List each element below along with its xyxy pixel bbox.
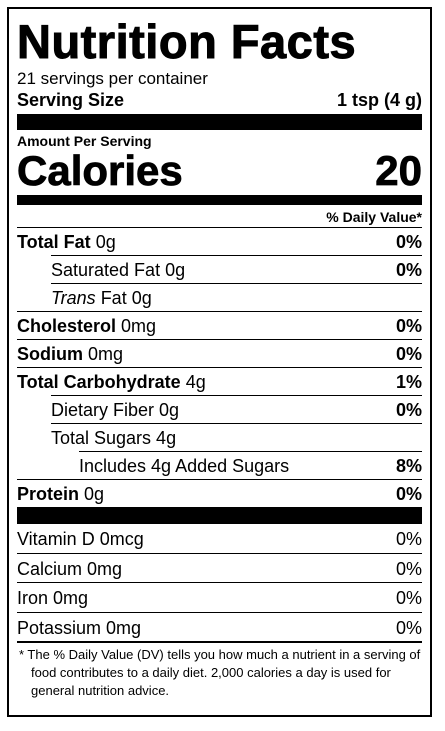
added-sugars-row: Includes 4g Added Sugars 8% <box>79 451 422 479</box>
total-fat-amount: 0g <box>95 232 116 252</box>
trans-fat-row: Trans Fat 0g <box>51 283 422 311</box>
cholesterol-pct: 0% <box>395 316 422 336</box>
added-sugars-label: Includes 4g Added Sugars <box>79 456 290 476</box>
thick-divider <box>17 114 422 130</box>
serving-size-value: 1 tsp (4 g) <box>336 90 422 110</box>
sodium-label: Sodium <box>17 344 83 364</box>
medium-divider <box>17 195 422 204</box>
cholesterol-label: Cholesterol <box>17 316 117 336</box>
iron-label: Iron 0mg <box>17 588 89 608</box>
thick-divider-vitamins <box>17 507 422 524</box>
total-carbohydrate-pct: 1% <box>395 372 422 392</box>
potassium-label: Potassium 0mg <box>17 617 142 638</box>
protein-amount: 0g <box>84 484 105 504</box>
total-fat-row: Total Fat 0g 0% <box>17 227 422 255</box>
cholesterol-amount: 0mg <box>121 316 157 336</box>
serving-size-row: Serving Size 1 tsp (4 g) <box>17 89 422 111</box>
total-fat-label: Total Fat <box>17 232 91 252</box>
serving-size-label: Serving Size <box>17 90 125 110</box>
sodium-pct: 0% <box>395 344 422 364</box>
potassium-row: Potassium 0mg 0% <box>17 611 422 642</box>
saturated-fat-row: Saturated Fat 0g 0% <box>51 255 422 283</box>
added-sugars-pct: 8% <box>395 456 422 476</box>
iron-row: Iron 0mg 0% <box>17 582 422 612</box>
daily-value-header: % Daily Value* <box>17 204 422 227</box>
cholesterol-row: Cholesterol 0mg 0% <box>17 311 422 339</box>
protein-pct: 0% <box>395 484 422 504</box>
total-fat-pct: 0% <box>395 232 422 252</box>
vitamin-d-row: Vitamin D 0mcg 0% <box>17 524 422 553</box>
total-carbohydrate-amount: 4g <box>185 372 206 392</box>
vitamin-d-label: Vitamin D 0mcg <box>17 529 144 549</box>
footnote: * The % Daily Value (DV) tells you how m… <box>17 641 422 700</box>
trans-fat-rest: Fat 0g <box>95 288 152 308</box>
saturated-fat-pct: 0% <box>395 260 422 280</box>
dietary-fiber-label: Dietary Fiber 0g <box>51 400 180 420</box>
dietary-fiber-pct: 0% <box>395 400 422 420</box>
iron-pct: 0% <box>395 588 422 608</box>
potassium-pct: 0% <box>395 617 422 638</box>
saturated-fat-label: Saturated Fat 0g <box>51 260 186 280</box>
trans-fat-italic: Trans <box>51 288 96 308</box>
sodium-row: Sodium 0mg 0% <box>17 339 422 367</box>
calcium-pct: 0% <box>395 558 422 579</box>
protein-label: Protein <box>17 484 80 504</box>
sodium-amount: 0mg <box>88 344 124 364</box>
protein-row: Protein 0g 0% <box>17 479 422 507</box>
calories-row: Calories 20 <box>17 147 423 195</box>
servings-per-container: 21 servings per container <box>17 69 208 88</box>
amount-per-serving: Amount Per Serving <box>17 133 152 149</box>
total-sugars-label: Total Sugars 4g <box>51 428 177 448</box>
vitamin-d-pct: 0% <box>395 529 422 549</box>
total-carbohydrate-label: Total Carbohydrate <box>17 372 181 392</box>
dietary-fiber-row: Dietary Fiber 0g 0% <box>51 395 422 423</box>
nutrition-facts-label: Nutrition Facts 21 servings per containe… <box>7 7 432 717</box>
total-sugars-row: Total Sugars 4g <box>51 423 422 451</box>
total-carbohydrate-row: Total Carbohydrate 4g 1% <box>17 367 422 395</box>
calories-value: 20 <box>375 147 423 194</box>
calories-label: Calories <box>17 147 184 194</box>
calcium-row: Calcium 0mg 0% <box>17 552 422 583</box>
calcium-label: Calcium 0mg <box>17 558 123 579</box>
label-title: Nutrition Facts <box>17 15 357 68</box>
